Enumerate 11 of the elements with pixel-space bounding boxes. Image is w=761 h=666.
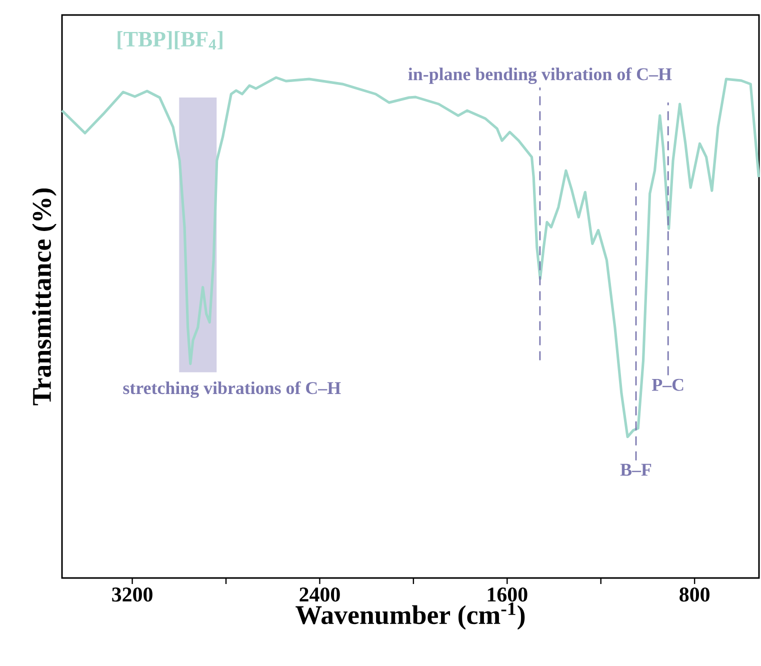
ref-line-label: P–C [652, 378, 684, 391]
y-axis-title: Transmittance (%) [32, 188, 56, 406]
band-label: stretching vibrations of C–H [123, 381, 341, 398]
x-tick-label: 2400 [300, 588, 340, 602]
x-tick-label: 3200 [112, 588, 152, 602]
x-tick-label: 1600 [488, 588, 528, 602]
series-label: [TBP][BF$_{4}$] [118, 31, 222, 50]
x-tick-label: 800 [680, 588, 710, 602]
ref-line-label: B–F [620, 464, 652, 476]
x-axis-title: Wavenumber (cm$^{-1}$) [296, 602, 525, 630]
ref-line-label: in-plane bending vibration of C–H [408, 67, 672, 84]
